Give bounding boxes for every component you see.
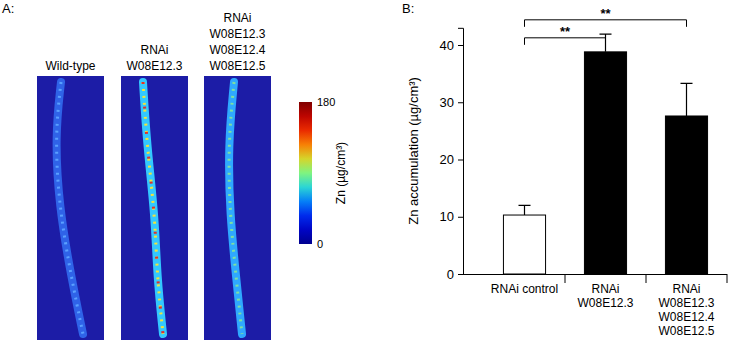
category-divider [727, 274, 728, 283]
tick-label: RNAiW08E12.3W08E12.4W08E12.5 [658, 282, 714, 338]
panel-label-line: W08E12.5 [209, 59, 265, 73]
panel-label-line: RNAi [140, 43, 168, 57]
tick-mark [458, 102, 463, 103]
panel-a: A: Wild-type RNAi W08E12.3 RNAi W08E12.3 W08E1… [2, 1, 348, 340]
tick-mark [458, 274, 463, 275]
significance-label: ** [600, 6, 611, 21]
bar [584, 52, 626, 274]
map-background [121, 76, 188, 340]
map-background [204, 76, 271, 340]
tick: 0 [447, 267, 463, 282]
axis-line [458, 28, 464, 274]
panel-label-line: W08E12.3 [126, 59, 182, 73]
worm-speckle [57, 82, 83, 334]
significance-bracket [525, 38, 606, 45]
worm-speckle [229, 82, 242, 334]
tick-label: 10 [440, 209, 454, 224]
tick: RNAiW08E12.3W08E12.4W08E12.5 [658, 274, 714, 338]
plot-marks [503, 34, 707, 274]
tick: 0 [312, 238, 323, 250]
panel-label: RNAi W08E12.3 W08E12.4 W08E12.5 [209, 11, 265, 73]
panel-label-line: RNAi [223, 11, 251, 25]
error-line [686, 83, 687, 116]
tick-label-line: W08E12.3 [658, 296, 714, 310]
worm-speckle [143, 82, 163, 334]
colorbar-label: Zn (µg/cm³) [334, 142, 348, 204]
tick-label: 0 [317, 238, 323, 250]
error-bar [519, 205, 531, 215]
error-cap [600, 34, 612, 35]
axis-line [463, 274, 727, 275]
panel-title: B: [402, 1, 414, 16]
tick-label: 180 [317, 96, 335, 108]
panel-label-line: W08E12.4 [209, 43, 265, 57]
tick: 40 [440, 38, 463, 53]
tick: 180 [312, 96, 335, 108]
map-image [37, 76, 104, 340]
tick-label: 40 [440, 38, 454, 53]
panel-label-line: Wild-type [45, 59, 95, 73]
axis-line [312, 103, 313, 245]
tick-label-line: W08E12.4 [658, 310, 714, 324]
x-axis: RNAi controlRNAiW08E12.3RNAiW08E12.3W08E… [463, 274, 727, 338]
worm [57, 82, 83, 334]
tick-label: 30 [440, 95, 454, 110]
panel-label: RNAi W08E12.3 [126, 43, 182, 73]
map-image [204, 76, 271, 340]
colorbar-axis: 0 180 [312, 96, 335, 250]
tick-mark [458, 45, 463, 46]
panel-b: B: 0 10 20 30 40 Zn accumulation (µg/cm³) RNAi … [402, 1, 727, 338]
tick-label-line: W08E12.3 [577, 296, 633, 310]
tick-label-line: W08E12.5 [658, 324, 714, 338]
tick-label-line: RNAi [591, 282, 619, 296]
y-axis-title: Zn accumulation (µg/cm³) [406, 77, 421, 225]
bar [503, 215, 545, 274]
tick-label-line: RNAi [672, 282, 700, 296]
tick: RNAiW08E12.3 [577, 274, 633, 310]
tick: 10 [440, 209, 463, 224]
error-cap [519, 205, 531, 206]
map-image [121, 76, 188, 340]
worm [229, 82, 242, 334]
tick-label: RNAiW08E12.3 [577, 282, 633, 310]
tick-label: RNAi control [491, 282, 558, 296]
category-divider [646, 274, 647, 283]
category-divider [565, 274, 566, 283]
significance-label: ** [560, 24, 571, 39]
tick-mark [458, 160, 463, 161]
tick-label: 0 [447, 267, 454, 282]
tick-mark [458, 217, 463, 218]
tick: 20 [440, 152, 463, 167]
error-cap [681, 83, 693, 84]
worm-speckle [143, 82, 163, 334]
panel-label: Wild-type [45, 59, 95, 73]
tick: 30 [440, 95, 463, 110]
significance-bracket [525, 20, 687, 27]
figure: A:Wild-typeRNAiW08E12.3RNAiW08E12.3W08E1… [0, 0, 750, 342]
error-bar [681, 83, 693, 116]
worm [143, 82, 163, 334]
tick-label-line: RNAi control [491, 282, 558, 296]
bar [665, 116, 707, 274]
tick: RNAi control [491, 274, 558, 296]
error-line [524, 205, 525, 215]
y-axis: 0 10 20 30 40 [440, 28, 464, 281]
panel-title: A: [2, 1, 14, 16]
panel-label-line: W08E12.3 [209, 27, 265, 41]
colorbar [299, 102, 312, 244]
map-background [37, 76, 104, 340]
tick-label: 20 [440, 152, 454, 167]
